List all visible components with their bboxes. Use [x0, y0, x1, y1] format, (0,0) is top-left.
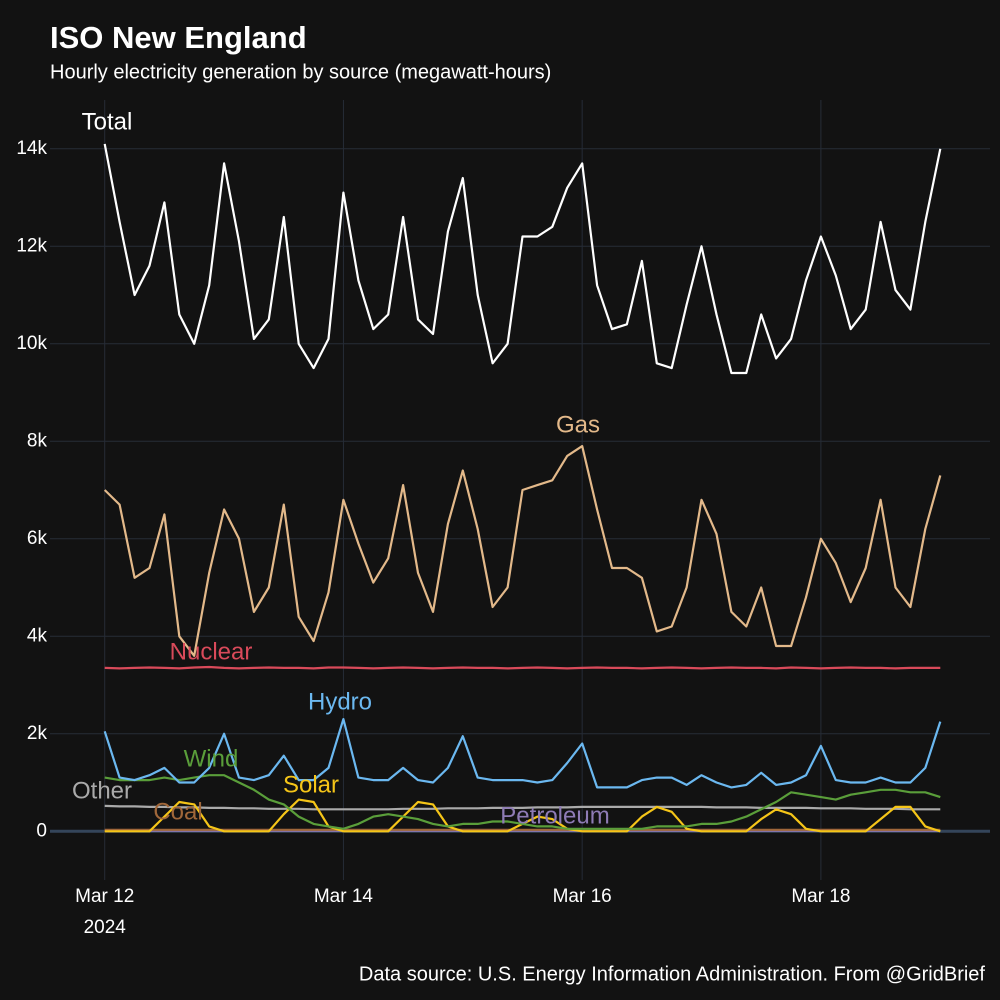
series-label: Total [82, 108, 133, 135]
x-tick-label: Mar 14 [314, 886, 374, 907]
series-label: Wind [184, 745, 239, 772]
series-label: Hydro [308, 688, 372, 715]
y-tick-label: 0 [36, 820, 47, 841]
labels: 0 2k 4k 6k 8k 10k 12k 14k Mar 12 2024 Mar 14 Mar 16… [16, 108, 850, 938]
x-tick-label: Mar 18 [791, 886, 850, 907]
chart-subtitle: Hourly electricity generation by source … [50, 61, 551, 83]
lines [103, 143, 942, 833]
series-line [104, 804, 941, 811]
y-tick-label: 12k [16, 235, 47, 256]
series-line [103, 445, 942, 657]
source-note: Data source: U.S. Energy Information Adm… [359, 963, 986, 985]
series-label: Nuclear [170, 638, 253, 665]
x-tick-year: 2024 [84, 917, 127, 938]
chart-title: ISO New England [50, 20, 307, 55]
y-tick-label: 8k [27, 430, 48, 451]
series-line [104, 665, 941, 670]
series-line [104, 774, 941, 830]
y-tick-label: 2k [27, 723, 48, 744]
series-line [103, 718, 942, 789]
series-label: Coal [153, 798, 202, 825]
y-tick-label: 4k [27, 625, 48, 646]
series-label: Gas [556, 411, 600, 438]
x-tick-label: Mar 12 [75, 886, 134, 907]
y-tick-label: 14k [16, 138, 47, 159]
series-label: Solar [283, 771, 339, 798]
series-label: Other [72, 777, 132, 804]
series-label: Petroleum [500, 802, 609, 829]
y-tick-label: 10k [16, 333, 47, 354]
x-tick-label: Mar 16 [553, 886, 612, 907]
series-line [103, 143, 942, 375]
y-tick-label: 6k [27, 528, 48, 549]
